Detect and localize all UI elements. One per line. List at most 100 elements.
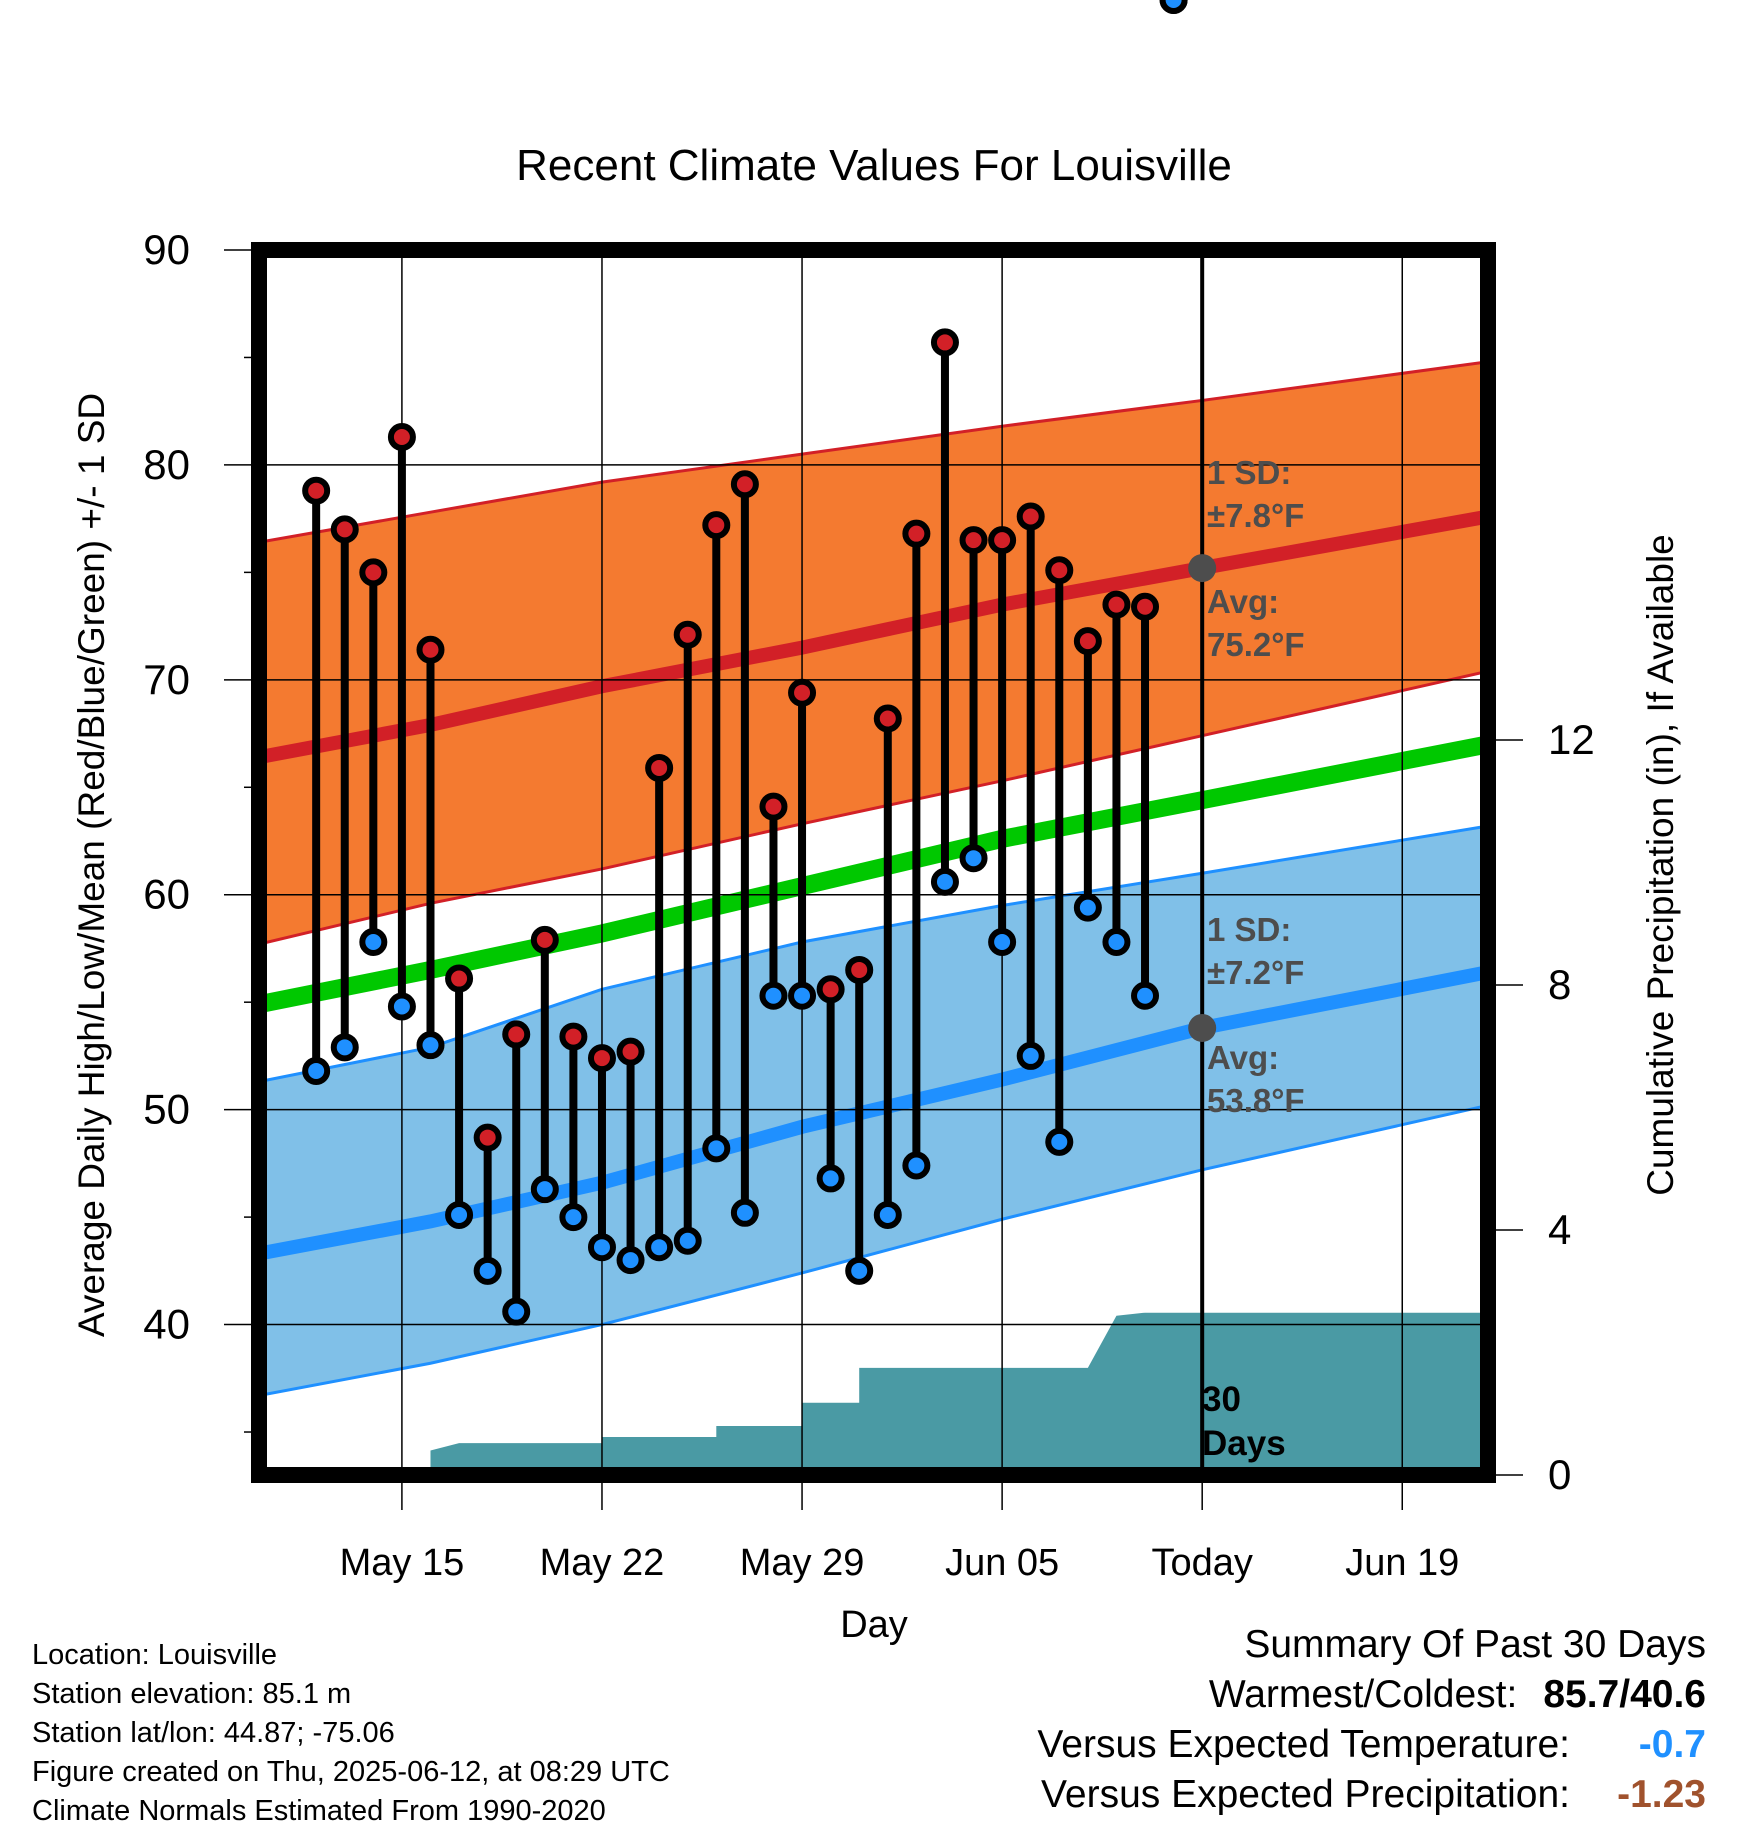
daily-low-marker	[530, 1175, 559, 1204]
daily-low-marker	[559, 1203, 588, 1232]
daily-high-marker	[416, 635, 445, 664]
daily-low-marker	[673, 1226, 702, 1255]
precip-days-label: 30 Days	[1202, 1380, 1286, 1463]
high-avg-value: 75.2°F	[1207, 626, 1305, 663]
daily-low-marker	[445, 1200, 474, 1229]
annotations: 1 SD: ±7.8°F Avg: 75.2°F 1 SD: ±7.2°F Av…	[1207, 454, 1305, 1119]
daily-low-marker	[845, 1256, 874, 1285]
daily-high-marker	[702, 511, 731, 540]
high-avg-label: Avg:	[1207, 583, 1279, 620]
daily-high-marker	[930, 328, 959, 357]
days-word: Days	[1202, 1424, 1286, 1463]
latlon-text: Station lat/lon: 44.87; -75.06	[32, 1717, 395, 1749]
daily-low-marker	[1045, 1127, 1074, 1156]
daily-low-marker	[359, 928, 388, 957]
coldest-value: 40.6	[1630, 1673, 1706, 1716]
daily-low-marker	[788, 981, 817, 1010]
y2-tick-label: 8	[1548, 961, 1571, 1008]
today-low-avg-dot	[1188, 1013, 1217, 1042]
daily-high-marker	[788, 678, 817, 707]
warm-cold-label: Warmest/Coldest:	[1208, 1673, 1518, 1716]
daily-high-marker	[387, 422, 416, 451]
daily-high-marker	[673, 620, 702, 649]
normals-text: Climate Normals Estimated From 1990-2020	[32, 1795, 606, 1827]
low-sd-value: ±7.2°F	[1207, 954, 1304, 991]
daily-high-marker	[473, 1123, 502, 1152]
low-avg-value: 53.8°F	[1207, 1082, 1305, 1119]
y-tick-label: 70	[143, 656, 190, 703]
daily-high-marker	[330, 515, 359, 544]
axes: 40 50 60 70 80 90 0 4 8 12 May 15 May 22 May 29 Jun 0…	[143, 0, 1595, 1584]
y-tick-label: 60	[143, 871, 190, 918]
y-tick-label: 40	[143, 1301, 190, 1348]
daily-low-marker	[645, 1233, 674, 1262]
warm-cold-row: Warmest/Coldest: 85.7/40.6	[1037, 1670, 1706, 1720]
daily-high-marker	[1045, 556, 1074, 585]
daily-high-marker	[302, 476, 331, 505]
daily-low-marker	[988, 928, 1017, 957]
daily-high-marker	[587, 1044, 616, 1073]
x-tick-label: May 29	[740, 1542, 865, 1584]
precip-area	[259, 1312, 1488, 1475]
daily-high-marker	[502, 1020, 531, 1049]
daily-low-marker	[616, 1246, 645, 1275]
plot-frame	[251, 242, 1496, 1483]
daily-low-marker	[759, 981, 788, 1010]
daily-high-marker	[816, 975, 845, 1004]
warm-cold-value: 85.7/40.6	[1543, 1670, 1706, 1720]
x-tick-label: Jun 19	[1345, 1542, 1459, 1584]
daily-low-marker	[873, 1200, 902, 1229]
daily-high-marker	[559, 1022, 588, 1051]
daily-low-marker	[387, 992, 416, 1021]
daily-high-marker	[730, 470, 759, 499]
daily-low-marker	[1131, 981, 1160, 1010]
precip-value: -1.23	[1617, 1773, 1706, 1816]
daily-low-marker	[587, 1233, 616, 1262]
warm-cold-slash: /	[1619, 1673, 1631, 1716]
daily-high-marker	[1102, 590, 1131, 619]
daily-high-marker	[1131, 592, 1160, 621]
y2-tick-label: 12	[1548, 716, 1595, 763]
x-tick-label: May 15	[340, 1542, 465, 1584]
daily-low-marker	[502, 1297, 531, 1326]
daily-low-marker	[1102, 928, 1131, 957]
daily-low-marker	[473, 1256, 502, 1285]
daily-low-marker	[416, 1031, 445, 1060]
summary-title: Summary Of Past 30 Days	[1244, 1623, 1706, 1666]
x-tick-label: Jun 05	[945, 1542, 1059, 1584]
location-text: Location: Louisville	[32, 1639, 278, 1671]
high-sd-label: 1 SD:	[1207, 454, 1291, 491]
days-count: 30	[1202, 1380, 1241, 1419]
daily-high-marker	[1016, 502, 1045, 531]
daily-low-marker	[1159, 0, 1188, 14]
daily-low-marker	[302, 1056, 331, 1085]
warmest-value: 85.7	[1543, 1673, 1620, 1716]
high-sd-value: ±7.8°F	[1207, 497, 1304, 534]
y-tick-label: 90	[143, 226, 190, 273]
daily-high-marker	[359, 558, 388, 587]
low-sd-label: 1 SD:	[1207, 911, 1291, 948]
daily-low-marker	[1073, 893, 1102, 922]
daily-low-marker	[702, 1134, 731, 1163]
daily-high-marker	[959, 526, 988, 555]
daily-low-marker	[730, 1198, 759, 1227]
elevation-text: Station elevation: 85.1 m	[32, 1678, 352, 1710]
station-info: Location: Louisville Station elevation: …	[32, 1636, 670, 1831]
y2-axis-label: Cumulative Precipitation (in), If Availa…	[1640, 534, 1681, 1196]
y-axis-label: Average Daily High/Low/Mean (Red/Blue/Gr…	[71, 393, 112, 1337]
daily-low-marker	[330, 1033, 359, 1062]
daily-high-marker	[645, 753, 674, 782]
daily-high-marker	[845, 955, 874, 984]
daily-high-marker	[988, 526, 1017, 555]
temp-value: -0.7	[1638, 1723, 1706, 1766]
summary-panel: Summary Of Past 30 Days Warmest/Coldest:…	[1037, 1620, 1706, 1820]
daily-low-marker	[959, 844, 988, 873]
daily-low-marker	[902, 1151, 931, 1180]
daily-high-marker	[902, 519, 931, 548]
x-axis-label: Day	[840, 1604, 908, 1646]
y-tick-label: 50	[143, 1086, 190, 1133]
y2-tick-label: 4	[1548, 1206, 1571, 1253]
daily-high-marker	[873, 704, 902, 733]
precip-row: Versus Expected Precipitation: -1.23	[1037, 1770, 1706, 1820]
